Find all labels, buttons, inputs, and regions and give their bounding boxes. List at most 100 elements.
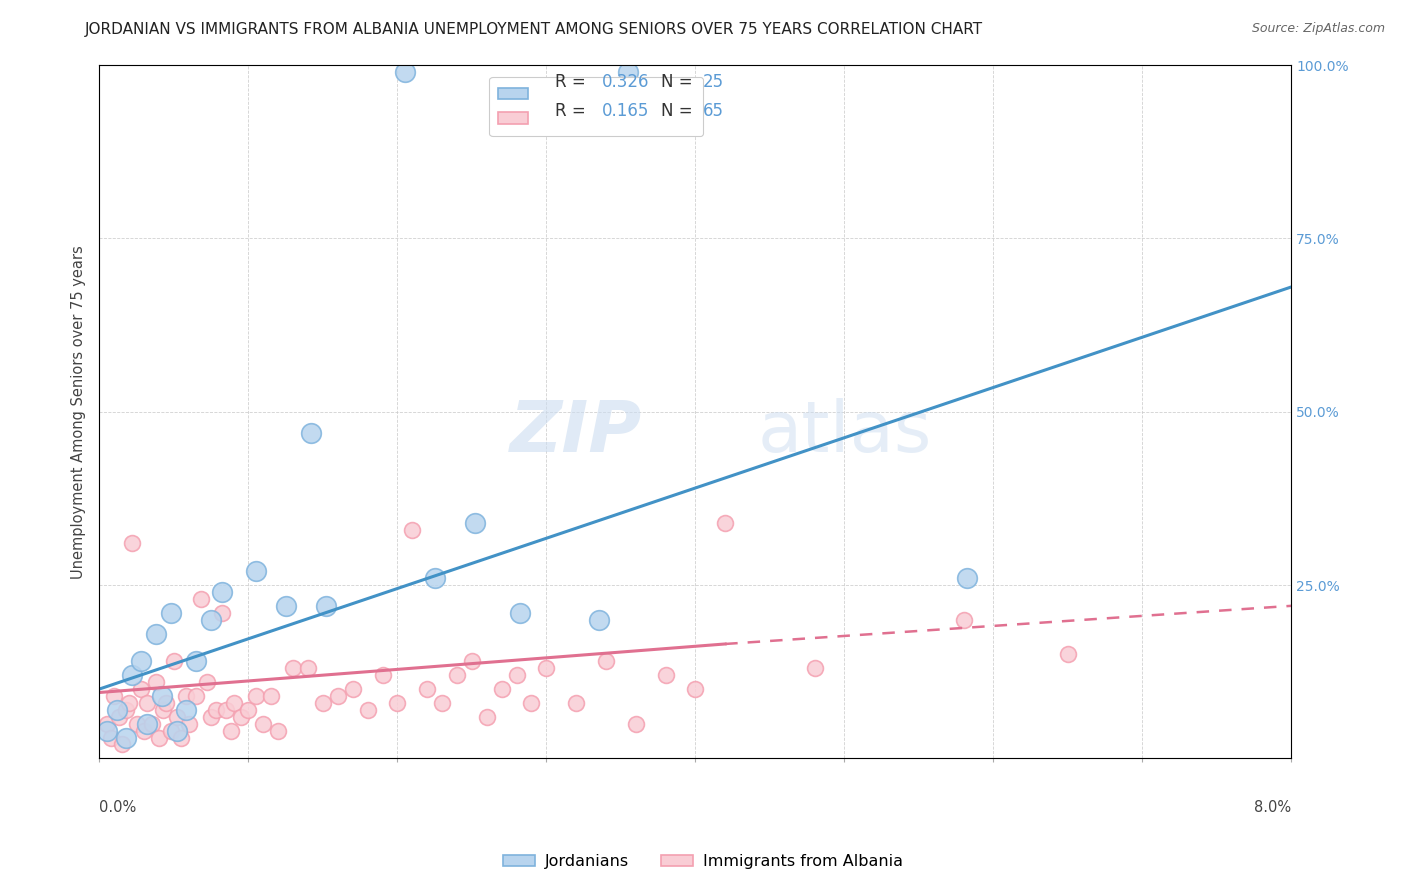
Point [200, 613, 222, 627]
Point [121, 536, 143, 550]
Point [267, 723, 290, 738]
Point [152, 703, 174, 717]
Point [505, 668, 527, 682]
Point [160, 606, 183, 620]
Point [955, 571, 977, 585]
Point [215, 703, 238, 717]
Point [136, 716, 159, 731]
Point [103, 689, 125, 703]
Point [252, 716, 274, 731]
Point [238, 703, 260, 717]
Point [245, 564, 267, 578]
Text: 0.165: 0.165 [602, 103, 650, 120]
Point [281, 661, 304, 675]
Point [174, 703, 197, 717]
Point [536, 661, 558, 675]
Point [394, 65, 416, 79]
Legend:                               ,                               : , [489, 77, 703, 136]
Point [222, 696, 245, 710]
Point [312, 696, 335, 710]
Point [121, 668, 143, 682]
Point [145, 675, 167, 690]
Point [464, 516, 486, 530]
Point [160, 723, 183, 738]
Point [299, 425, 322, 440]
Point [118, 696, 141, 710]
Point [134, 723, 156, 738]
Point [401, 523, 423, 537]
Text: Source: ZipAtlas.com: Source: ZipAtlas.com [1251, 22, 1385, 36]
Text: 65: 65 [703, 103, 724, 120]
Point [595, 654, 617, 668]
Point [475, 710, 498, 724]
Point [96, 723, 118, 738]
Text: R =: R = [555, 103, 592, 120]
Point [211, 606, 233, 620]
Point [115, 731, 138, 745]
Point [129, 654, 152, 668]
Point [219, 723, 242, 738]
Point [356, 703, 378, 717]
Point [145, 626, 167, 640]
Text: N =: N = [661, 103, 697, 120]
Y-axis label: Unemployment Among Seniors over 75 years: Unemployment Among Seniors over 75 years [72, 244, 86, 579]
Point [274, 599, 297, 613]
Text: 25: 25 [703, 73, 724, 91]
Point [387, 696, 409, 710]
Point [952, 613, 974, 627]
Point [166, 710, 188, 724]
Point [141, 716, 163, 731]
Point [155, 696, 177, 710]
Point [714, 516, 737, 530]
Point [200, 710, 222, 724]
Point [229, 710, 252, 724]
Point [107, 710, 129, 724]
Point [371, 668, 394, 682]
Point [100, 731, 122, 745]
Point [588, 613, 610, 627]
Text: ZIP: ZIP [510, 398, 643, 467]
Text: 8.0%: 8.0% [1254, 800, 1291, 815]
Point [177, 716, 200, 731]
Point [617, 65, 640, 79]
Point [1056, 648, 1078, 662]
Text: 0.326: 0.326 [602, 73, 650, 91]
Legend: Jordanians, Immigrants from Albania: Jordanians, Immigrants from Albania [498, 847, 908, 875]
Point [186, 689, 208, 703]
Point [654, 668, 676, 682]
Point [186, 654, 208, 668]
Point [96, 716, 118, 731]
Point [520, 696, 543, 710]
Point [260, 689, 283, 703]
Point [803, 661, 825, 675]
Text: JORDANIAN VS IMMIGRANTS FROM ALBANIA UNEMPLOYMENT AMONG SENIORS OVER 75 YEARS CO: JORDANIAN VS IMMIGRANTS FROM ALBANIA UNE… [86, 22, 983, 37]
Point [245, 689, 267, 703]
Text: atlas: atlas [758, 398, 932, 467]
Text: 0.0%: 0.0% [100, 800, 136, 815]
Point [315, 599, 337, 613]
Point [624, 716, 647, 731]
Text: R =: R = [555, 73, 592, 91]
Point [204, 703, 226, 717]
Point [211, 585, 233, 599]
Point [163, 654, 186, 668]
Point [174, 689, 197, 703]
Point [509, 606, 531, 620]
Point [297, 661, 319, 675]
Point [136, 696, 159, 710]
Point [423, 571, 446, 585]
Point [125, 716, 148, 731]
Point [190, 591, 212, 606]
Point [342, 681, 364, 696]
Point [150, 689, 173, 703]
Point [416, 681, 439, 696]
Point [105, 703, 128, 717]
Point [148, 731, 170, 745]
Text: N =: N = [661, 73, 697, 91]
Point [565, 696, 588, 710]
Point [430, 696, 453, 710]
Point [326, 689, 349, 703]
Point [166, 723, 188, 738]
Point [195, 675, 218, 690]
Point [129, 681, 152, 696]
